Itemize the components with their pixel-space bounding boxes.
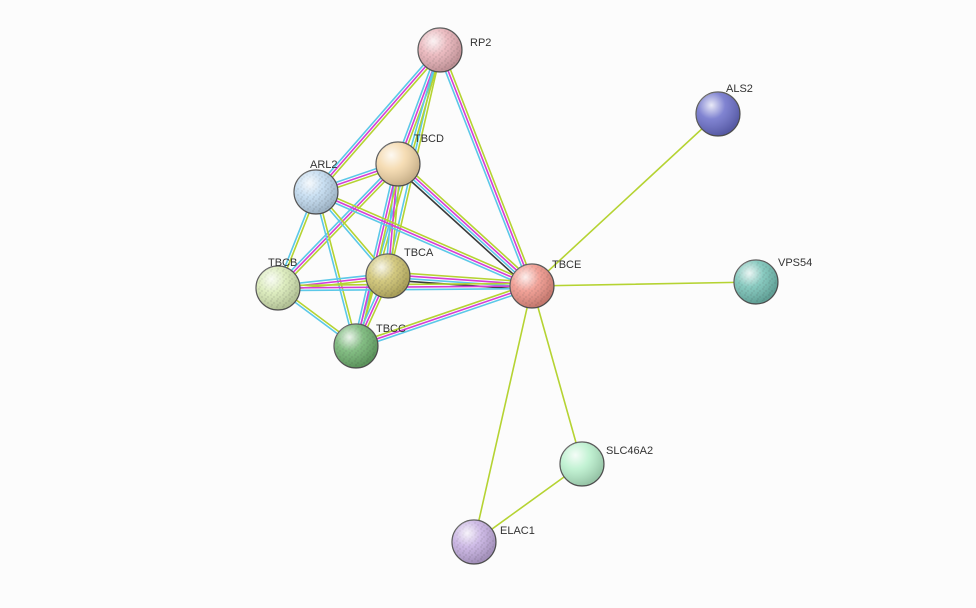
- network-canvas: RP2 ALS2 TBCD ARL2 TBCA TBCB TBCE TBCC VPS54 SLC4…: [0, 0, 976, 608]
- edge-RP2-TBCE-experiments: [440, 50, 532, 286]
- edge-ARL2-TBCE-experiments: [316, 192, 532, 286]
- node-tbcc[interactable]: TBCC: [334, 323, 406, 368]
- node-label-als2: ALS2: [726, 83, 753, 95]
- node-tbcb[interactable]: TBCB: [256, 257, 300, 310]
- node-label-tbcc: TBCC: [376, 323, 406, 335]
- edge-RP2-TBCC-textmining: [357, 50, 441, 346]
- node-label-elac1: ELAC1: [500, 525, 535, 537]
- edge-RP2-TBCC-database: [355, 50, 439, 346]
- edge-TBCD-TBCE-textmining: [401, 161, 535, 283]
- node-arl2[interactable]: ARL2: [294, 159, 338, 214]
- node-slc46a2[interactable]: SLC46A2: [560, 442, 653, 486]
- node-label-vps54: VPS54: [778, 257, 812, 269]
- node-label-tbcb: TBCB: [268, 257, 297, 269]
- node-label-tbce: TBCE: [552, 259, 581, 271]
- node-tbca[interactable]: TBCA: [366, 247, 434, 298]
- nodes-layer: RP2 ALS2 TBCD ARL2 TBCA TBCB TBCE TBCC VPS54 SLC4…: [256, 28, 812, 564]
- node-vps54[interactable]: VPS54: [734, 257, 812, 304]
- node-elac1[interactable]: ELAC1: [452, 520, 535, 564]
- node-label-tbcd: TBCD: [414, 133, 444, 145]
- node-als2[interactable]: ALS2: [696, 83, 753, 136]
- edge-TBCD-TBCE-experiments: [399, 163, 533, 285]
- node-label-arl2: ARL2: [310, 159, 338, 171]
- edge-TBCE-ELAC1-textmining: [474, 286, 532, 542]
- node-label-slc46a2: SLC46A2: [606, 445, 653, 457]
- node-rp2[interactable]: RP2: [418, 28, 491, 72]
- edge-TBCE-VPS54-textmining: [532, 282, 756, 286]
- edge-TBCE-SLC46A2-textmining: [532, 286, 582, 464]
- node-label-rp2: RP2: [470, 37, 491, 49]
- node-label-tbca: TBCA: [404, 247, 434, 259]
